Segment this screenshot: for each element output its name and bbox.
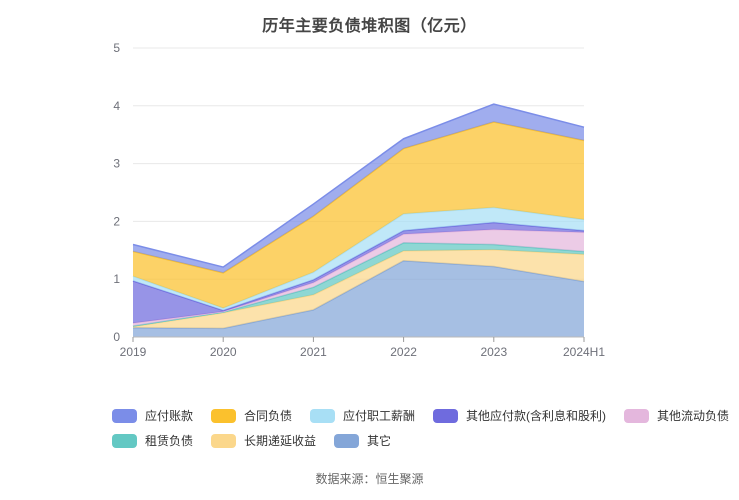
legend-swatch-icon [112,434,137,448]
y-axis-label: 2 [113,214,120,228]
legend-label: 其他应付款(含利息和股利) [466,409,607,423]
legend-swatch-icon [211,434,237,448]
chart-legend: 应付账款 合同负债 应付职工薪酬 其他应付款(含利息和股利) 其他流动负债租赁负债 长期递… [112,409,739,459]
area-series [133,207,584,311]
chart-title: 历年主要负债堆积图（亿元） [262,18,477,35]
y-axis-label: 3 [113,157,120,171]
legend-item[interactable]: 其他流动负债 [624,409,729,423]
line-series [132,103,585,268]
legend-item[interactable]: 其它 [334,434,391,448]
legend-label: 长期递延收益 [244,434,317,448]
area-series [133,260,584,337]
legend-swatch-icon [433,409,459,423]
legend-label: 其他流动负债 [657,409,730,423]
x-axis-label: 2020 [210,345,237,359]
x-axis-label: 2023 [480,345,507,359]
legend-swatch-icon [310,409,336,423]
x-axis-label: 2021 [300,345,327,359]
legend-item[interactable]: 应付账款 [112,409,193,423]
legend-item[interactable]: 合同负债 [211,409,292,423]
legend-label: 租赁负债 [145,434,194,448]
area-series [133,229,584,327]
legend-label: 应付职工薪酬 [343,409,416,423]
legend-swatch-icon [211,409,237,423]
legend-swatch-icon [112,409,137,423]
x-axis-label: 2024H1 [563,345,605,359]
y-axis-label: 5 [113,41,120,55]
legend-label: 应付账款 [145,409,194,423]
y-axis-label: 4 [113,99,120,113]
legend-item[interactable]: 租赁负债 [112,434,193,448]
legend-item[interactable]: 长期递延收益 [211,434,316,448]
x-axis-label: 2022 [390,345,417,359]
legend-label: 其它 [367,434,392,448]
data-source-note: 数据来源：恒生聚源 [315,472,424,486]
area-series [133,121,584,309]
legend-item[interactable]: 其他应付款(含利息和股利) [433,409,606,423]
legend-item[interactable]: 应付职工薪酬 [310,409,415,423]
stacked-area-chart: 0 1 2 3 4 5 2019 2020 2021 2022 2023 2024H1 [113,41,605,359]
x-axis-label: 2019 [120,345,147,359]
area-series [133,222,584,324]
y-axis-label: 1 [113,272,120,286]
legend-swatch-icon [334,434,360,448]
legend-swatch-icon [624,409,650,423]
legend-label: 合同负债 [244,409,293,423]
area-series [133,242,584,327]
y-axis-label: 0 [113,330,120,344]
